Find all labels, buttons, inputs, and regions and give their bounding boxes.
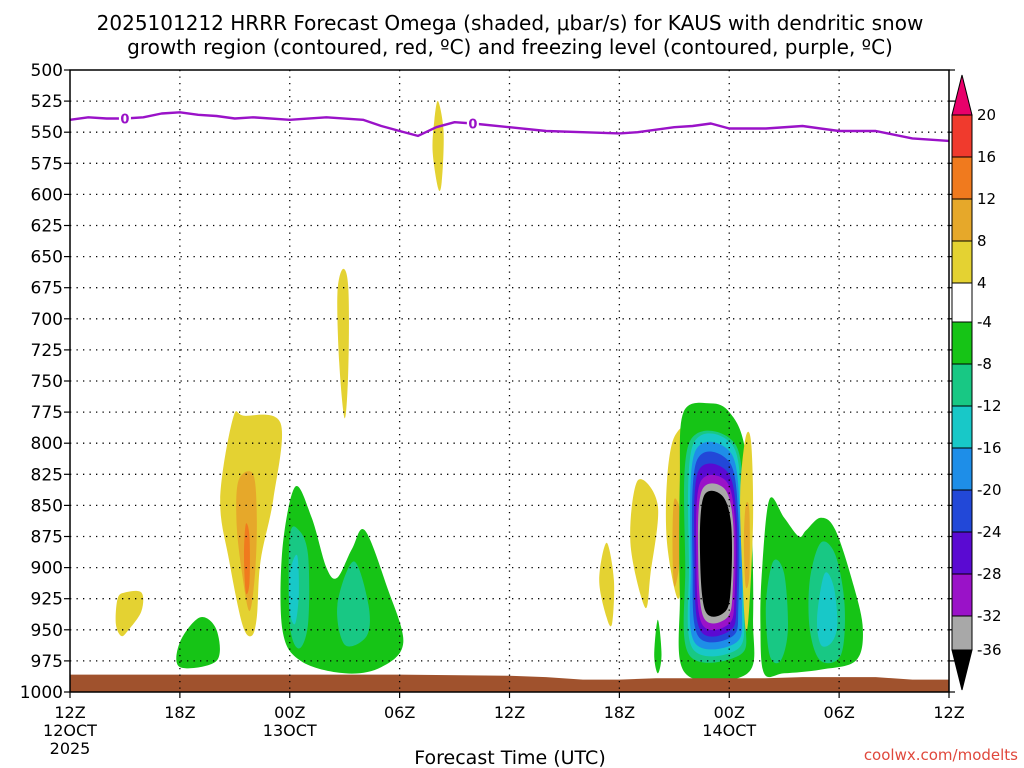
omega-region-7 xyxy=(280,485,404,674)
omega-shaded-regions xyxy=(115,100,863,682)
colorbar-label-9: -20 xyxy=(977,481,1002,499)
x-tick-year-0: 2025 xyxy=(50,739,91,758)
omega-region-13 xyxy=(654,619,662,674)
colorbar-label-2: 12 xyxy=(977,190,996,208)
colorbar-segment-1 xyxy=(951,156,973,200)
colorbar-bottom-arrow xyxy=(951,649,973,691)
omega-region-10 xyxy=(337,561,370,647)
colorbar-top-arrow xyxy=(951,74,973,116)
omega-region-11 xyxy=(599,542,615,627)
x-tick-label-7: 06Z xyxy=(823,703,854,722)
omega-region-12 xyxy=(630,479,659,609)
colorbar-label-11: -28 xyxy=(977,565,1002,583)
x-axis-label: Forecast Time (UTC) xyxy=(414,747,605,768)
colorbar-label-12: -32 xyxy=(977,607,1002,625)
colorbar-segment-4 xyxy=(951,282,973,323)
colorbar-segment-5 xyxy=(951,321,973,365)
colorbar-segment-7 xyxy=(951,405,973,449)
freezing-level-label-0: 0 xyxy=(120,113,129,128)
x-tick-label-6: 00Z xyxy=(714,703,745,722)
y-tick-label-1000: 1000 xyxy=(20,683,63,703)
colorbar-label-7: -12 xyxy=(977,397,1002,415)
colorbar-label-1: 16 xyxy=(977,148,996,166)
omega-region-30 xyxy=(816,572,838,647)
colorbar-label-13: -36 xyxy=(977,641,1002,659)
y-tick-label-975: 975 xyxy=(31,652,63,672)
colorbar-segment-12 xyxy=(951,615,973,651)
omega-region-26 xyxy=(743,502,750,589)
colorbar-segment-0 xyxy=(951,114,973,158)
colorbar-segment-9 xyxy=(951,489,973,533)
y-tick-label-850: 850 xyxy=(31,496,63,516)
y-tick-label-500: 500 xyxy=(31,61,63,81)
terrain-layer xyxy=(70,674,949,692)
x-tick-date-2: 13OCT xyxy=(263,721,317,740)
colorbar: 20 16 12 8 4 -4 -8 -12 -16 -20 -24 -28 -32 -36 xyxy=(951,74,1002,691)
omega-region-28 xyxy=(765,559,789,664)
y-tick-label-900: 900 xyxy=(31,559,63,579)
x-tick-date-0: 12OCT xyxy=(43,721,97,740)
y-tick-label-575: 575 xyxy=(31,154,63,174)
colorbar-segment-8 xyxy=(951,447,973,491)
freezing-level-label-bg-0 xyxy=(118,110,131,127)
y-tick-label-550: 550 xyxy=(31,123,63,143)
y-tick-label-675: 675 xyxy=(31,279,63,299)
colorbar-label-6: -8 xyxy=(977,355,992,373)
y-tick-label-750: 750 xyxy=(31,372,63,392)
y-tick-label-825: 825 xyxy=(31,465,63,485)
omega-region-9 xyxy=(288,554,299,625)
omega-region-5 xyxy=(432,100,444,191)
omega-region-3 xyxy=(115,590,144,637)
x-tick-label-2: 00Z xyxy=(274,703,305,722)
y-tick-label-600: 600 xyxy=(31,185,63,205)
freezing-level-label-bg-1 xyxy=(466,115,479,132)
x-tick-label-0: 12Z xyxy=(54,703,85,722)
y-tick-label-925: 925 xyxy=(31,590,63,610)
y-axis: 500 525 550 575 600 625 650 675 700 725 750 775 800 8… xyxy=(20,61,955,703)
y-tick-label-625: 625 xyxy=(31,217,63,237)
x-tick-label-3: 06Z xyxy=(384,703,415,722)
omega-region-24 xyxy=(699,490,733,617)
chart-title-line-1: 2025101212 HRRR Forecast Omega (shaded, … xyxy=(97,11,924,35)
colorbar-segment-11 xyxy=(951,573,973,617)
chart-title-line-2: growth region (contoured, red, ºC) and f… xyxy=(127,35,893,59)
credit-text: coolwx.com/modelts xyxy=(864,746,1018,764)
x-tick-label-1: 18Z xyxy=(164,703,195,722)
freezing-level-line xyxy=(69,111,950,143)
colorbar-segment-2 xyxy=(951,198,973,242)
x-tick-label-4: 12Z xyxy=(494,703,525,722)
y-tick-label-525: 525 xyxy=(31,92,63,112)
y-tick-label-800: 800 xyxy=(31,434,63,454)
terrain-fill xyxy=(70,674,949,692)
colorbar-label-10: -24 xyxy=(977,523,1002,541)
omega-region-2 xyxy=(244,523,250,595)
colorbar-label-8: -16 xyxy=(977,439,1002,457)
freezing-level-label-1: 0 xyxy=(468,117,477,132)
x-tick-label-5: 18Z xyxy=(604,703,635,722)
colorbar-label-5: -4 xyxy=(977,313,992,331)
colorbar-segment-6 xyxy=(951,363,973,407)
y-tick-label-725: 725 xyxy=(31,341,63,361)
colorbar-label-4: 4 xyxy=(977,274,987,292)
y-tick-label-950: 950 xyxy=(31,621,63,641)
colorbar-label-0: 20 xyxy=(977,106,996,124)
y-tick-label-775: 775 xyxy=(31,403,63,423)
colorbar-segment-3 xyxy=(951,240,973,284)
colorbar-segment-10 xyxy=(951,531,973,575)
colorbar-label-3: 8 xyxy=(977,232,987,250)
omega-region-4 xyxy=(337,268,349,419)
y-tick-label-650: 650 xyxy=(31,248,63,268)
x-tick-label-8: 12Z xyxy=(933,703,964,722)
y-tick-label-700: 700 xyxy=(31,310,63,330)
y-tick-label-875: 875 xyxy=(31,528,63,548)
x-tick-date-6: 14OCT xyxy=(702,721,756,740)
